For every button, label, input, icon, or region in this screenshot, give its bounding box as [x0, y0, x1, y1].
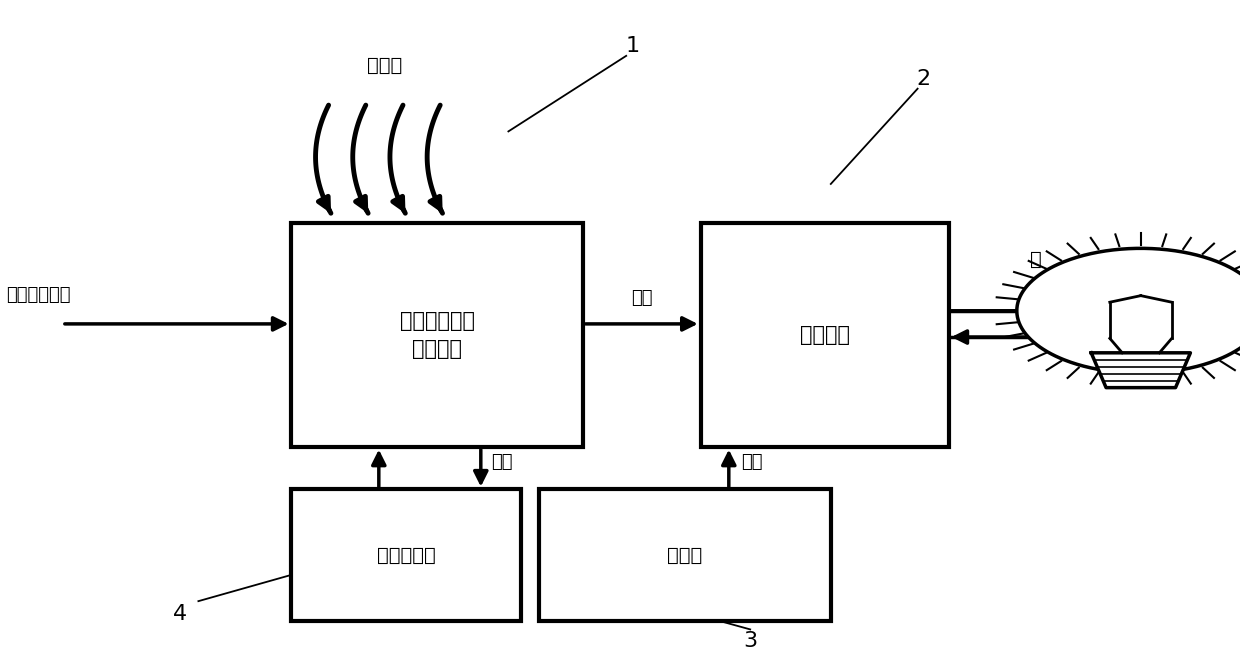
Text: 水甲醇混合物: 水甲醇混合物 — [6, 286, 71, 304]
Text: 备用加热器: 备用加热器 — [377, 546, 435, 564]
Text: 3: 3 — [743, 631, 758, 650]
Bar — [701, 223, 949, 447]
Bar — [539, 489, 831, 621]
Text: 太阳能: 太阳能 — [367, 57, 402, 75]
Polygon shape — [1091, 353, 1190, 388]
Bar — [291, 223, 583, 447]
Bar — [291, 489, 521, 621]
Text: 微型集热器甲
醇重整器: 微型集热器甲 醇重整器 — [399, 311, 475, 359]
Text: 2: 2 — [916, 69, 931, 89]
Text: 储存器: 储存器 — [667, 546, 703, 564]
Text: 电: 电 — [1029, 250, 1042, 269]
Text: 氢气: 氢气 — [491, 453, 512, 470]
Text: 氢气: 氢气 — [742, 453, 763, 470]
Polygon shape — [1017, 248, 1240, 373]
Text: 氢气: 氢气 — [631, 290, 652, 307]
Text: 1: 1 — [625, 36, 640, 56]
Text: 4: 4 — [172, 604, 187, 624]
Text: 燃料电池: 燃料电池 — [800, 325, 849, 345]
